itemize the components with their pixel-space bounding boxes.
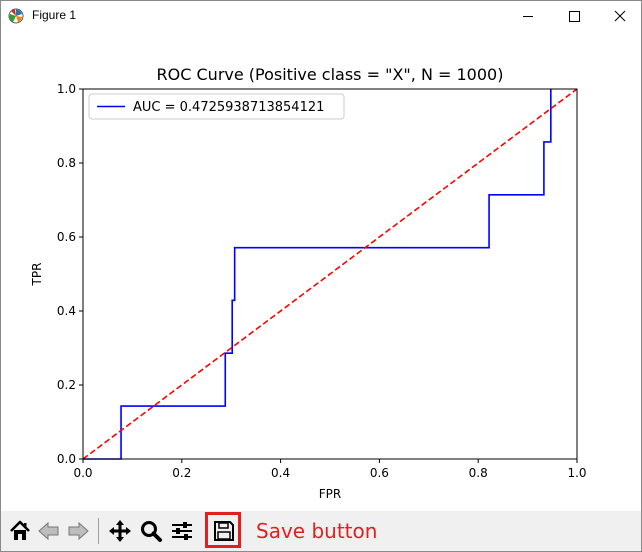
maximize-icon [569, 11, 580, 22]
matplotlib-app-icon [8, 8, 24, 24]
forward-button[interactable] [65, 517, 91, 545]
chance-diagonal-line [82, 88, 578, 460]
save-floppy-icon [214, 521, 234, 541]
roc-curve-line [83, 89, 552, 460]
y-tick-label: 1.0 [57, 82, 76, 96]
window-title: Figure 1 [32, 8, 77, 22]
x-tick-label: 0.0 [73, 466, 92, 480]
configure-subplots-icon [172, 522, 192, 540]
title-bar[interactable]: Figure 1 [1, 1, 641, 31]
y-tick-label: 0.0 [57, 452, 76, 466]
y-tick-label: 0.6 [57, 230, 76, 244]
minimize-button[interactable] [505, 1, 551, 31]
legend-box [88, 93, 345, 120]
pan-move-icon [109, 520, 131, 542]
save-button-highlight [205, 512, 241, 548]
x-tick-label: 0.2 [172, 466, 191, 480]
x-axis-label: FPR [319, 487, 341, 501]
y-tick-label: 0.4 [57, 304, 76, 318]
roc-chart: 0.00.0 0.2 0.2 0.4 0.4 0.6 0.6 0.8 0.8 1.0 1.0 ROC … [30, 65, 587, 501]
close-button[interactable] [597, 1, 642, 31]
navigation-toolbar [1, 511, 641, 551]
chart-title: ROC Curve (Positive class = "X", N = 100… [157, 65, 504, 84]
configure-subplots-button[interactable] [169, 517, 195, 545]
x-tick-label: 1.0 [567, 466, 586, 480]
save-button[interactable] [211, 517, 237, 545]
home-icon [10, 520, 30, 540]
close-icon [614, 10, 626, 22]
save-button-annotation: Save button [256, 519, 378, 543]
legend-entry-label: AUC = 0.4725938713854121 [133, 100, 324, 115]
x-tick-label: 0.4 [271, 466, 290, 480]
y-tick-label: 0.8 [57, 156, 76, 170]
x-tick-label: 0.6 [370, 466, 389, 480]
pan-button[interactable] [107, 517, 133, 545]
zoom-button[interactable] [138, 517, 164, 545]
figure-canvas[interactable]: 0.0 0.0 0.2 0.2 0.4 0.4 0.6 0.6 0.8 0.8 1.0 1.0 ROC … [1, 31, 641, 511]
minimize-icon [523, 16, 533, 17]
axes-frame [82, 88, 578, 460]
x-tick-label: 0.8 [469, 466, 488, 480]
y-tick-label: 0.2 [57, 378, 76, 392]
back-arrow-icon [38, 521, 59, 541]
toolbar-separator [98, 518, 99, 544]
maximize-button[interactable] [551, 1, 597, 31]
home-button[interactable] [7, 517, 33, 545]
forward-arrow-icon [68, 521, 89, 541]
zoom-magnifier-icon [141, 521, 162, 542]
back-button[interactable] [36, 517, 62, 545]
y-axis-label: TPR [30, 263, 44, 287]
